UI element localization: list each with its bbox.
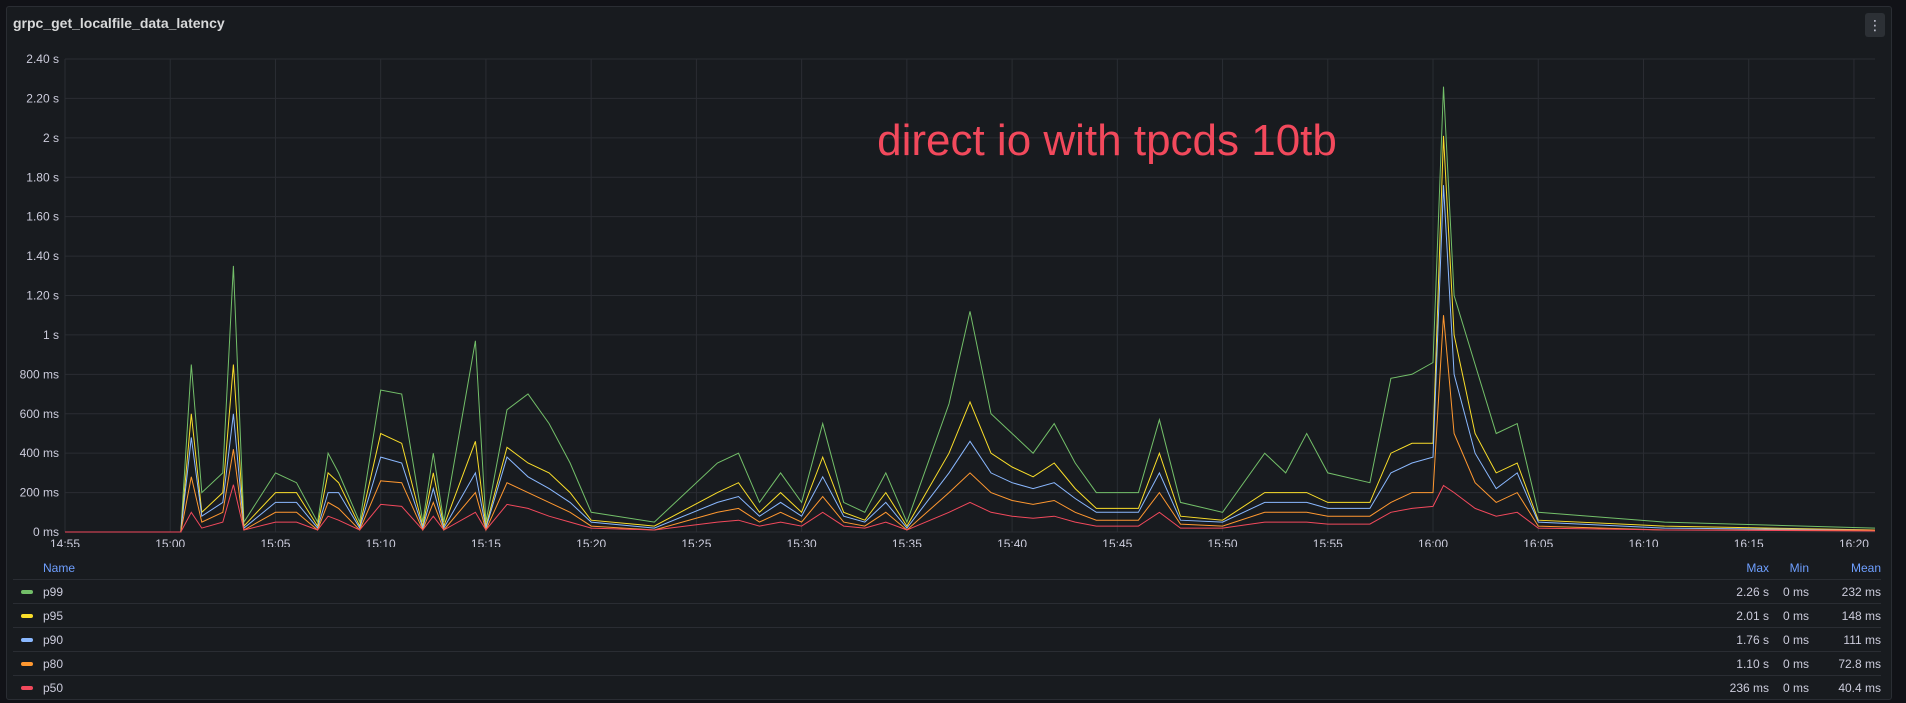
y-tick-label: 2.40 s <box>26 52 59 66</box>
legend-row[interactable]: p99 2.26 s 0 ms 232 ms <box>13 580 1881 604</box>
legend-mean-value: 148 ms <box>1841 609 1881 623</box>
series-line-p80 <box>65 315 1875 533</box>
legend-mean-value: 111 ms <box>1843 633 1881 647</box>
legend-max-value: 236 ms <box>1729 681 1769 695</box>
legend-max-value: 2.01 s <box>1736 609 1769 623</box>
legend-max-value: 2.26 s <box>1736 585 1769 599</box>
series-line-p90 <box>65 185 1876 533</box>
x-tick-label: 15:35 <box>892 537 922 547</box>
y-tick-label: 0 ms <box>33 525 59 539</box>
legend-min-value: 0 ms <box>1782 657 1809 671</box>
legend-row[interactable]: p95 2.01 s 0 ms 148 ms <box>13 604 1881 628</box>
legend-row[interactable]: p80 1.10 s 0 ms 72.8 ms <box>13 652 1881 676</box>
chart-panel: grpc_get_localfile_data_latency ⋮ 0 ms 20… <box>6 6 1892 700</box>
x-tick-label: 15:15 <box>471 537 501 547</box>
series-line-p95 <box>65 135 1876 533</box>
y-tick-label: 1.80 s <box>26 170 59 184</box>
legend-series-name: p95 <box>43 609 64 623</box>
x-tick-label: 16:05 <box>1523 537 1553 547</box>
legend-max-value: 1.10 s <box>1736 657 1769 671</box>
x-tick-label: 15:50 <box>1208 537 1238 547</box>
y-axis: 0 ms 200 ms 400 ms 600 ms 800 ms 1 s 1.20 s 1.4… <box>20 52 59 539</box>
legend-min-value: 0 ms <box>1782 609 1809 623</box>
legend-header-max[interactable]: Max <box>1746 561 1769 575</box>
x-tick-label: 16:00 <box>1418 537 1448 547</box>
x-tick-label: 15:40 <box>997 537 1027 547</box>
legend-mean-value: 40.4 ms <box>1838 681 1881 695</box>
legend-mean-value: 232 ms <box>1841 585 1881 599</box>
y-tick-label: 2.20 s <box>26 91 59 105</box>
x-tick-label: 15:25 <box>681 537 711 547</box>
series-lines <box>65 86 1876 533</box>
y-tick-label: 200 ms <box>20 486 59 500</box>
x-tick-label: 15:55 <box>1313 537 1343 547</box>
chart-annotation: direct io with tpcds 10tb <box>877 116 1337 165</box>
legend-min-value: 0 ms <box>1782 681 1809 695</box>
y-tick-label: 1.60 s <box>26 210 59 224</box>
legend-swatch <box>21 590 33 594</box>
y-tick-label: 600 ms <box>20 407 59 421</box>
x-tick-label: 15:20 <box>576 537 606 547</box>
legend-table: Name Max Min Mean p99 2.26 s 0 ms 232 ms p95… <box>13 557 1881 700</box>
legend-swatch <box>21 662 33 666</box>
legend-mean-value: 72.8 ms <box>1838 657 1881 671</box>
y-tick-label: 2 s <box>43 131 59 145</box>
legend-swatch <box>21 638 33 642</box>
latency-chart[interactable]: 0 ms 200 ms 400 ms 600 ms 800 ms 1 s 1.20 s 1.4… <box>7 7 1891 547</box>
grid <box>64 58 1875 533</box>
legend-series-name: p80 <box>43 657 64 671</box>
y-tick-label: 1 s <box>43 328 59 342</box>
legend-header-mean[interactable]: Mean <box>1850 561 1881 575</box>
x-tick-label: 16:15 <box>1734 537 1764 547</box>
legend-header-min[interactable]: Min <box>1789 561 1809 575</box>
legend-series-name: p90 <box>43 633 64 647</box>
legend-swatch <box>21 614 33 618</box>
legend-row[interactable]: p90 1.76 s 0 ms 111 ms <box>13 628 1881 652</box>
x-tick-label: 15:30 <box>787 537 817 547</box>
x-tick-label: 15:45 <box>1102 537 1132 547</box>
legend-header: Name Max Min Mean <box>13 557 1881 580</box>
y-tick-label: 1.20 s <box>26 289 59 303</box>
legend-series-name: p99 <box>43 585 64 599</box>
x-tick-label: 15:05 <box>260 537 290 547</box>
x-tick-label: 14:55 <box>50 537 80 547</box>
legend-min-value: 0 ms <box>1782 585 1809 599</box>
x-tick-label: 16:10 <box>1628 537 1658 547</box>
y-tick-label: 1.40 s <box>26 249 59 263</box>
legend-series-name: p50 <box>43 681 64 695</box>
legend-swatch <box>21 686 33 690</box>
y-tick-label: 800 ms <box>20 367 59 381</box>
x-tick-label: 15:00 <box>155 537 185 547</box>
panel-title: grpc_get_localfile_data_latency <box>13 15 225 31</box>
series-line-p50 <box>65 484 1876 533</box>
x-tick-label: 15:10 <box>366 537 396 547</box>
legend-min-value: 0 ms <box>1782 633 1809 647</box>
legend-max-value: 1.76 s <box>1736 633 1769 647</box>
legend-header-name[interactable]: Name <box>43 561 76 575</box>
legend-row[interactable]: p50 236 ms 0 ms 40.4 ms <box>13 676 1881 700</box>
x-tick-label: 16:20 <box>1839 537 1869 547</box>
x-axis: 14:55 15:00 15:05 15:10 15:15 15:20 15:25 15:30… <box>50 537 1869 547</box>
y-tick-label: 400 ms <box>20 446 59 460</box>
series-line-p99 <box>65 86 1876 533</box>
panel-menu-button[interactable]: ⋮ <box>1865 13 1885 37</box>
